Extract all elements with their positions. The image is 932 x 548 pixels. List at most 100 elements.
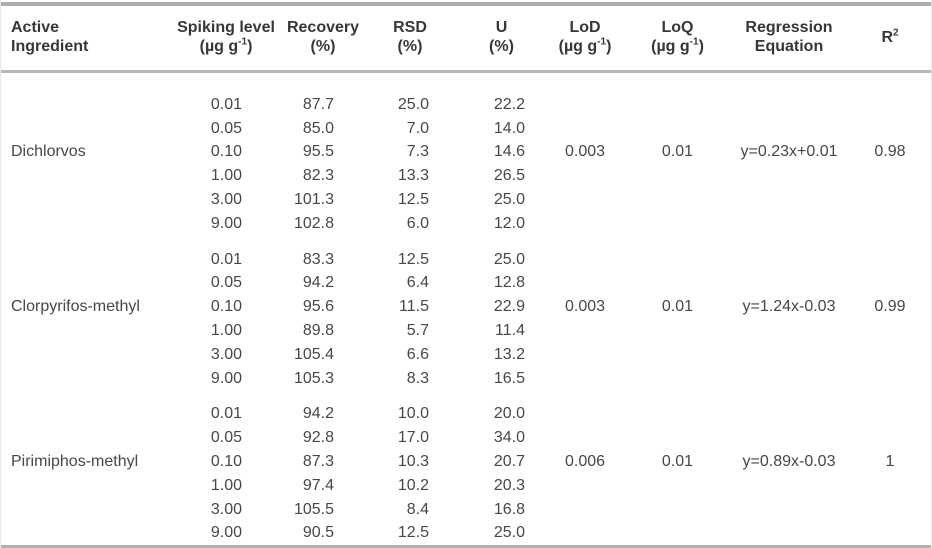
table-row: 9.00 105.3 8.3 16.5 <box>1 367 931 391</box>
cell-regression-equation <box>729 164 849 188</box>
cell-recovery: 102.8 <box>293 214 334 232</box>
cell-loq <box>626 474 729 498</box>
cell-rsd: 17.0 <box>397 429 429 447</box>
cell-active-ingredient <box>1 522 167 546</box>
cell-recovery: 92.8 <box>302 429 334 447</box>
cell-loq <box>626 426 729 450</box>
cell-loq <box>626 164 729 188</box>
cell-rsd: 25.0 <box>397 95 429 113</box>
table-row: 1.00 97.4 10.2 20.3 <box>1 474 931 498</box>
cell-spiking-level: 0.10 <box>210 453 242 471</box>
cell-regression-equation <box>729 474 849 498</box>
unit-text: (µg g <box>199 38 239 55</box>
cell-recovery: 101.3 <box>293 191 334 209</box>
cell-spiking-level: 0.10 <box>210 298 242 316</box>
column-header-r-squared: R2 <box>849 6 931 73</box>
cell-regression-equation: y=0.89x-0.03 <box>742 453 836 471</box>
unit-text: (µg g <box>558 38 598 55</box>
cell-regression-equation <box>729 248 849 272</box>
table-row: 0.01 94.2 10.0 20.0 <box>1 403 931 427</box>
cell-rsd: 10.2 <box>397 476 429 494</box>
cell-regression-equation <box>729 343 849 367</box>
header-line: Active <box>11 19 60 36</box>
header-unit: (%) <box>489 38 514 55</box>
cell-loq <box>626 403 729 427</box>
cell-recovery: 90.5 <box>302 524 334 542</box>
header-row: Active Ingredient Spiking level (µg g-1)… <box>1 6 931 73</box>
cell-active-ingredient <box>1 117 167 141</box>
cell-spiking-level: 3.00 <box>210 500 242 518</box>
bottom-rule <box>1 545 931 548</box>
column-header-spiking-level: Spiking level (µg g-1) <box>167 6 285 73</box>
cell-active-ingredient <box>1 367 167 391</box>
header-line: Spiking level <box>177 19 275 36</box>
cell-spiking-level: 0.05 <box>210 429 242 447</box>
cell-r-squared <box>849 474 931 498</box>
cell-loq <box>626 367 729 391</box>
cell-u: 16.8 <box>493 500 525 518</box>
cell-lod <box>544 188 626 212</box>
cell-spiking-level: 0.05 <box>210 274 242 292</box>
cell-lod <box>544 522 626 546</box>
header-unit: (µg g-1) <box>167 37 285 56</box>
cell-lod <box>544 93 626 117</box>
cell-loq <box>626 188 729 212</box>
cell-u: 25.0 <box>493 250 525 268</box>
cell-r-squared <box>849 426 931 450</box>
header-line: R2 <box>849 28 931 47</box>
cell-active-ingredient <box>1 188 167 212</box>
table-row: 3.00 101.3 12.5 25.0 <box>1 188 931 212</box>
cell-recovery: 105.3 <box>293 369 334 387</box>
header-line: LoD <box>569 19 601 36</box>
cell-regression-equation: y=0.23x+0.01 <box>740 143 838 161</box>
cell-loq <box>626 272 729 296</box>
cell-recovery: 105.4 <box>293 345 334 363</box>
cell-recovery: 94.2 <box>302 405 334 423</box>
table-row: 1.00 82.3 13.3 26.5 <box>1 164 931 188</box>
cell-loq <box>626 212 729 236</box>
table-row: 0.01 87.7 25.0 22.2 <box>1 93 931 117</box>
cell-active-ingredient <box>1 248 167 272</box>
cell-regression-equation <box>729 117 849 141</box>
cell-recovery: 82.3 <box>302 167 334 185</box>
cell-lod <box>544 367 626 391</box>
table-row: 0.05 94.2 6.4 12.8 <box>1 272 931 296</box>
cell-r-squared <box>849 403 931 427</box>
cell-loq <box>626 498 729 522</box>
table-row: 1.00 89.8 5.7 11.4 <box>1 319 931 343</box>
cell-lod <box>544 343 626 367</box>
header-unit: (%) <box>397 38 423 55</box>
cell-spiking-level: 1.00 <box>210 322 242 340</box>
cell-rsd: 6.6 <box>406 345 429 363</box>
table-row: 3.00 105.4 6.6 13.2 <box>1 343 931 367</box>
cell-regression-equation <box>729 403 849 427</box>
cell-active-ingredient <box>1 319 167 343</box>
unit-text: ) <box>247 38 253 55</box>
cell-active-ingredient <box>1 212 167 236</box>
cell-regression-equation <box>729 498 849 522</box>
column-header-lod: LoD (µg g-1) <box>544 6 626 73</box>
cell-spiking-level: 0.10 <box>210 143 242 161</box>
cell-u: 20.3 <box>493 476 525 494</box>
cell-rsd: 5.7 <box>406 322 429 340</box>
cell-spiking-level: 0.01 <box>210 250 242 268</box>
column-header-u: U (%) <box>459 6 544 73</box>
cell-active-ingredient <box>1 474 167 498</box>
cell-regression-equation <box>729 188 849 212</box>
cell-u: 13.2 <box>493 345 525 363</box>
table-row: Pirimiphos-methyl 0.10 87.3 10.3 20.7 0.… <box>1 450 931 474</box>
cell-r-squared <box>849 522 931 546</box>
column-header-recovery: Recovery (%) <box>285 6 361 73</box>
header-unit: (µg g-1) <box>626 37 729 56</box>
table-row: Dichlorvos 0.10 95.5 7.3 14.6 0.003 0.01… <box>1 141 931 165</box>
cell-rsd: 6.0 <box>406 214 429 232</box>
cell-r-squared <box>849 319 931 343</box>
cell-r-squared <box>849 93 931 117</box>
cell-spiking-level: 3.00 <box>210 345 242 363</box>
cell-lod: 0.003 <box>564 298 606 316</box>
cell-rsd: 12.5 <box>397 191 429 209</box>
unit-superscript: -1 <box>238 36 248 48</box>
cell-spiking-level: 3.00 <box>210 191 242 209</box>
cell-lod <box>544 426 626 450</box>
cell-active-ingredient <box>1 343 167 367</box>
